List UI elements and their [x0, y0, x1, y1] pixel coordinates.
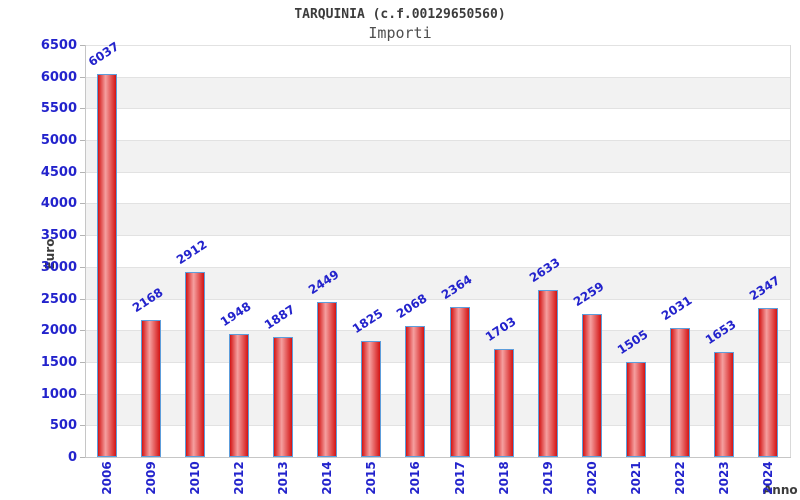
x-tick-label: 2014	[320, 461, 335, 495]
plot-band	[85, 171, 790, 204]
bar-2012	[229, 333, 250, 457]
plot-band	[85, 203, 790, 236]
x-axis-line	[85, 457, 791, 458]
y-tick-mark	[80, 393, 85, 395]
bar-2024	[757, 308, 778, 457]
bar-2017	[449, 307, 470, 457]
x-tick-label: 2015	[364, 461, 379, 495]
plot-band	[85, 76, 790, 109]
bar-2020	[581, 313, 602, 457]
bar-2021	[625, 361, 646, 457]
chart-subtitle: Importi	[368, 24, 432, 42]
x-tick-label: 2009	[144, 461, 159, 495]
y-tick-mark	[80, 330, 85, 332]
bar-2022	[669, 328, 690, 457]
y-tick-mark	[80, 140, 85, 142]
x-tick-label: 2010	[188, 461, 203, 495]
y-tick-mark	[80, 203, 85, 205]
y-axis-line	[85, 45, 86, 457]
bar-2010	[185, 272, 206, 457]
bar-2013	[273, 337, 294, 457]
y-tick-mark	[80, 425, 85, 427]
plot-band	[85, 140, 790, 172]
y-tick-label: 4500	[40, 164, 77, 180]
x-tick-label: 2019	[540, 461, 555, 495]
y-tick-mark	[80, 76, 85, 78]
y-tick-label: 2500	[40, 291, 77, 307]
y-tick-label: 6000	[40, 69, 77, 85]
y-tick-label: 5500	[40, 101, 77, 117]
x-tick-label: 2023	[716, 461, 731, 495]
y-tick-mark	[80, 45, 85, 46]
y-tick-label: 0	[67, 450, 77, 465]
x-tick-label: 2024	[760, 461, 775, 495]
y-tick-mark	[80, 108, 85, 110]
y-tick-label: 2000	[40, 323, 77, 339]
bar-2006	[97, 74, 118, 457]
x-tick-label: 2017	[452, 461, 467, 495]
plot-right-border	[790, 45, 791, 457]
x-tick-label: 2016	[408, 461, 423, 495]
x-tick-label: 2013	[276, 461, 291, 495]
y-tick-label: 1500	[40, 354, 77, 370]
y-tick-label: 3500	[40, 228, 77, 244]
y-tick-mark	[80, 171, 85, 173]
y-tick-mark	[80, 457, 85, 458]
x-tick-label: 2006	[100, 461, 115, 495]
y-tick-label: 3000	[40, 259, 77, 275]
y-tick-label: 5000	[40, 133, 77, 149]
x-tick-label: 2012	[232, 461, 247, 495]
plot-band	[85, 45, 790, 77]
y-tick-mark	[80, 298, 85, 300]
bar-2009	[141, 319, 162, 457]
y-tick-mark	[80, 361, 85, 363]
y-tick-mark	[80, 235, 85, 237]
x-tick-label: 2018	[496, 461, 511, 495]
y-tick-label: 500	[49, 418, 77, 434]
y-tick-label: 4000	[40, 196, 77, 212]
bar-2015	[361, 341, 382, 457]
x-axis-title: Anno	[763, 483, 798, 497]
plot-band	[85, 108, 790, 141]
bar-2023	[713, 352, 734, 457]
bar-2014	[317, 301, 338, 457]
y-tick-mark	[80, 266, 85, 268]
bar-2019	[537, 290, 558, 457]
plot-band	[85, 235, 790, 267]
bar-2016	[405, 325, 426, 457]
bar-2018	[493, 349, 514, 457]
x-tick-label: 2022	[672, 461, 687, 495]
y-tick-label: 1000	[40, 386, 77, 402]
x-tick-label: 2021	[628, 461, 643, 495]
y-tick-label: 6500	[40, 38, 77, 53]
x-tick-label: 2020	[584, 461, 599, 495]
chart-title: TARQUINIA (c.f.00129650560)	[294, 7, 506, 22]
